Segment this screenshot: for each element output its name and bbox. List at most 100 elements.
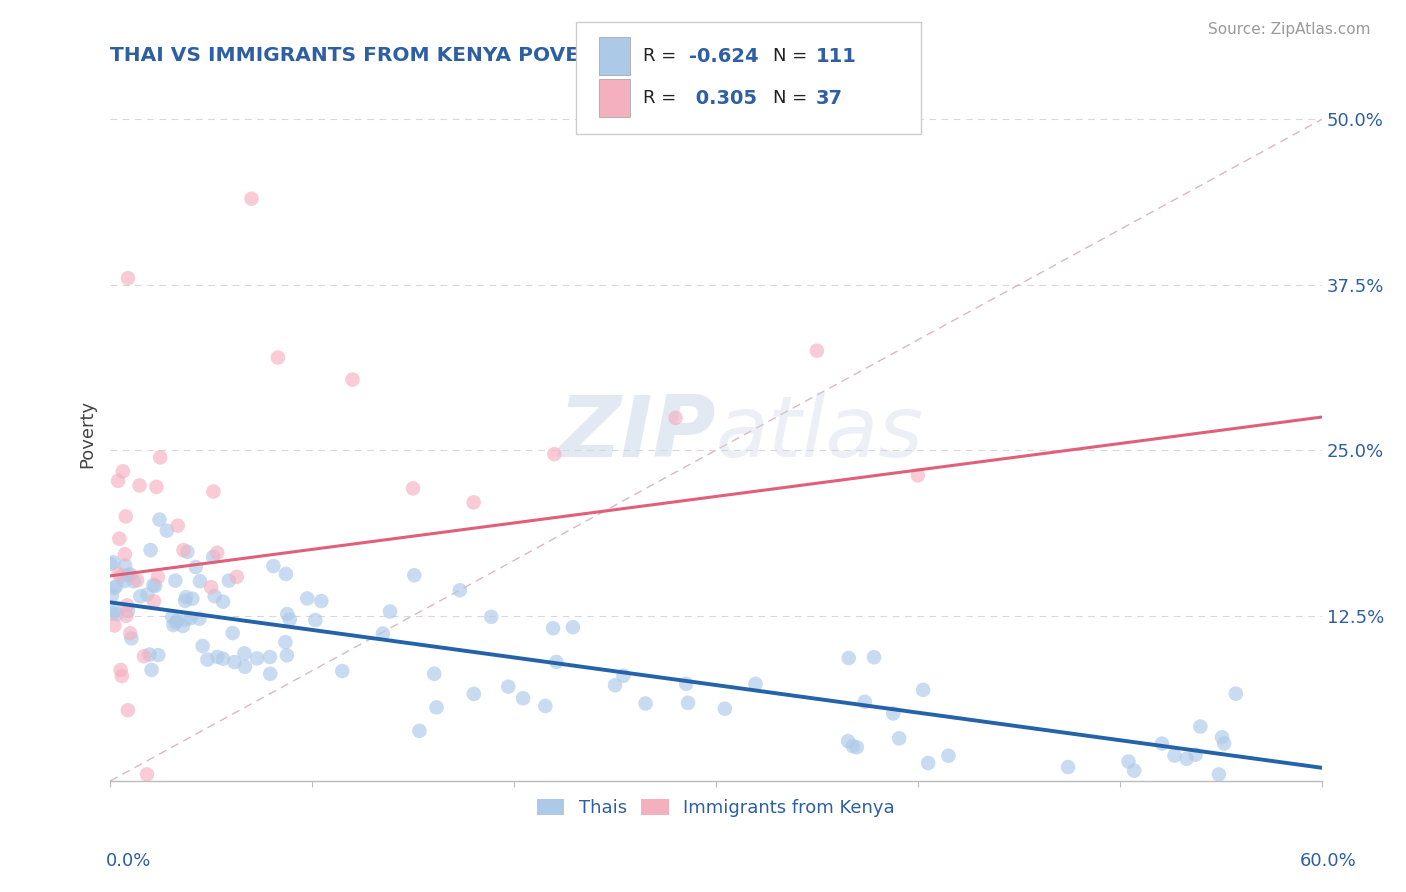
Point (180, 611, 202, 625)
Point (274, 635, 297, 649)
Point (136, 767, 159, 781)
Point (218, 574, 240, 588)
Point (408, 723, 430, 738)
Point (191, 639, 214, 653)
Text: R =: R = (643, 89, 682, 107)
Point (224, 655, 246, 669)
Point (664, 410, 686, 425)
Point (107, 474, 129, 488)
Text: ZIP: ZIP (558, 392, 716, 475)
Point (103, 555, 125, 569)
Point (111, 669, 134, 683)
Point (276, 607, 298, 621)
Point (543, 447, 565, 461)
Point (675, 677, 697, 691)
Point (101, 606, 124, 620)
Point (149, 450, 172, 465)
Point (188, 612, 211, 626)
Point (160, 610, 183, 624)
Point (205, 546, 228, 560)
Point (917, 756, 939, 770)
Y-axis label: Poverty: Poverty (79, 400, 96, 467)
Point (148, 648, 170, 662)
Point (1189, 720, 1212, 734)
Point (117, 604, 139, 618)
Point (172, 619, 194, 633)
Text: N =: N = (773, 89, 813, 107)
Point (165, 574, 187, 588)
Point (371, 626, 394, 640)
Point (676, 696, 699, 710)
Point (423, 666, 446, 681)
Point (117, 271, 139, 285)
Text: -0.624: -0.624 (689, 46, 759, 66)
Text: atlas: atlas (716, 392, 924, 475)
Point (463, 687, 485, 701)
Point (311, 594, 333, 608)
Point (176, 545, 198, 559)
Point (1057, 760, 1080, 774)
Point (143, 579, 166, 593)
Point (262, 559, 284, 574)
Point (132, 649, 155, 664)
Point (853, 695, 876, 709)
Point (166, 614, 188, 628)
Text: Source: ZipAtlas.com: Source: ZipAtlas.com (1208, 22, 1371, 37)
Point (404, 568, 426, 582)
Point (842, 739, 865, 754)
Point (115, 608, 138, 623)
Point (120, 632, 142, 646)
Point (165, 615, 187, 630)
Point (142, 594, 165, 608)
Text: 0.305: 0.305 (689, 88, 756, 108)
Point (172, 543, 194, 558)
Point (1150, 737, 1173, 751)
Point (744, 677, 766, 691)
Point (174, 590, 197, 604)
Point (546, 655, 568, 669)
Point (114, 574, 136, 588)
Point (129, 589, 152, 603)
Point (202, 484, 225, 499)
Point (1213, 737, 1236, 751)
Point (110, 569, 132, 583)
Point (108, 566, 131, 581)
Point (122, 574, 145, 589)
Point (128, 478, 150, 492)
Point (276, 648, 298, 663)
Point (184, 560, 207, 574)
Point (1208, 767, 1230, 781)
Point (267, 351, 290, 365)
Point (274, 566, 297, 581)
Point (120, 567, 142, 582)
Point (425, 700, 447, 714)
Point (889, 731, 911, 746)
Point (156, 524, 179, 538)
Point (1163, 748, 1185, 763)
Point (534, 698, 557, 713)
Point (114, 509, 136, 524)
Point (714, 702, 737, 716)
Point (200, 580, 222, 594)
Point (246, 651, 269, 665)
Point (117, 703, 139, 717)
Point (225, 570, 247, 584)
Point (138, 648, 160, 662)
Text: 60.0%: 60.0% (1301, 852, 1357, 870)
Point (117, 567, 139, 582)
Point (174, 594, 197, 608)
Point (114, 558, 136, 573)
Point (806, 343, 828, 358)
Point (1118, 755, 1140, 769)
Point (837, 734, 859, 748)
Text: THAI VS IMMIGRANTS FROM KENYA POVERTY CORRELATION CHART: THAI VS IMMIGRANTS FROM KENYA POVERTY CO… (110, 46, 870, 65)
Point (297, 591, 319, 606)
Point (103, 604, 125, 618)
Text: 37: 37 (815, 88, 842, 108)
Point (1175, 752, 1198, 766)
Point (634, 697, 657, 711)
Point (304, 613, 326, 627)
Point (127, 573, 149, 587)
Point (105, 607, 128, 622)
Point (378, 605, 401, 619)
